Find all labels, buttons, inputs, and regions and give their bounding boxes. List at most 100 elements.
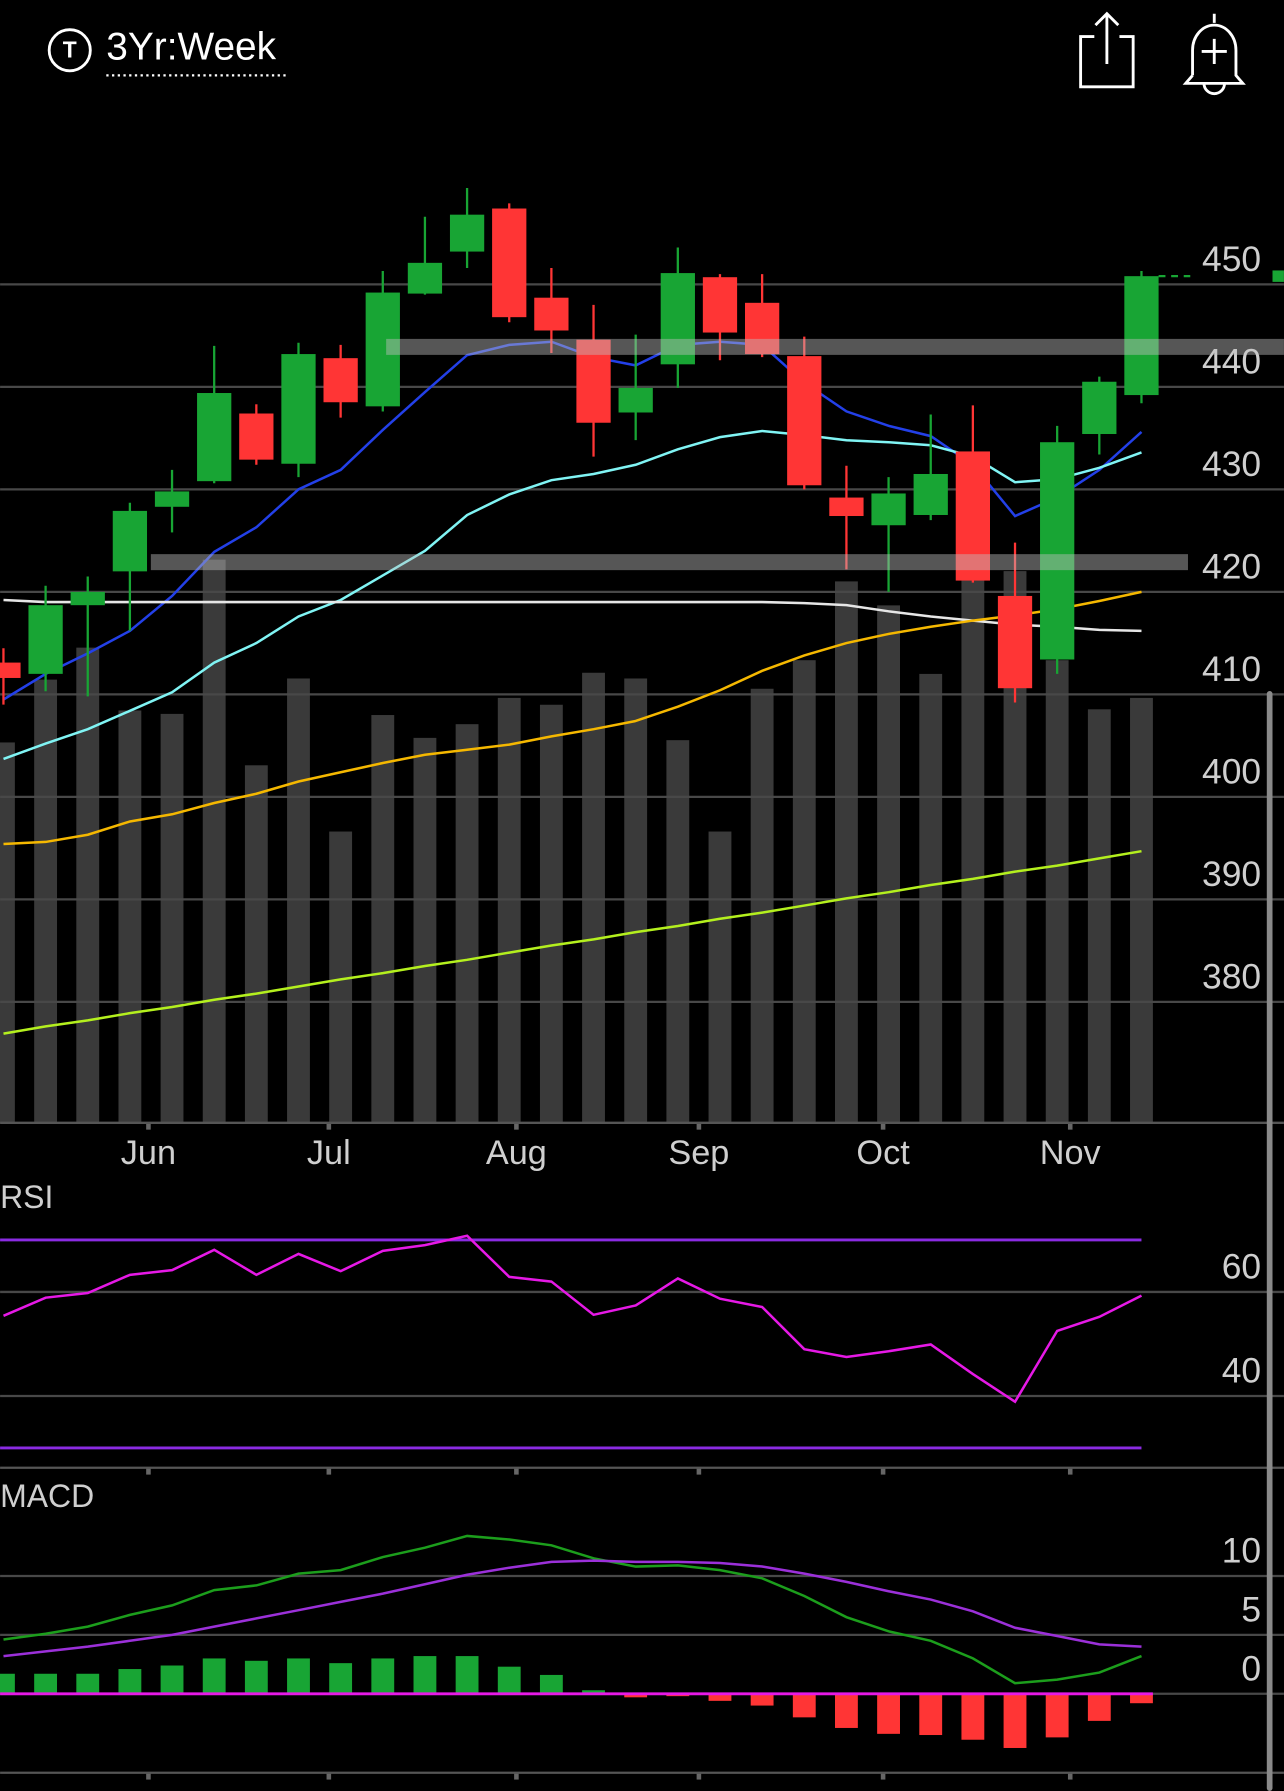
level-zone: [386, 338, 1284, 355]
candle-body: [829, 497, 864, 517]
histogram-bar: [118, 1669, 142, 1694]
candle-body: [534, 297, 569, 331]
histogram-bar: [877, 1693, 900, 1734]
candle-body: [913, 473, 948, 515]
volume-bar: [118, 710, 142, 1123]
moving-average: [3, 590, 1142, 846]
x-tick-label: Nov: [1040, 1134, 1102, 1172]
y-tick-label: 410: [1202, 649, 1261, 689]
histogram-bar: [329, 1663, 353, 1694]
indicator-line: [3, 1534, 1142, 1685]
volume-bar: [497, 697, 521, 1123]
moving-average: [3, 598, 1142, 633]
histogram-bar: [34, 1673, 58, 1694]
histogram-bar: [1003, 1693, 1027, 1748]
histogram-bar: [244, 1660, 268, 1694]
range-selector[interactable]: 3Yr:Week: [106, 25, 276, 68]
histogram-bar: [455, 1656, 479, 1694]
candle-body: [28, 605, 63, 674]
volume-bar: [877, 605, 900, 1123]
candle-body: [1040, 442, 1075, 660]
moving-average: [3, 429, 1142, 761]
candle-body: [1124, 276, 1159, 396]
candle-body: [702, 277, 738, 333]
volume-bar: [624, 678, 648, 1123]
candle-body: [112, 510, 148, 572]
volume-bar: [708, 831, 732, 1123]
histogram-bar: [1045, 1693, 1069, 1738]
candle-body: [660, 273, 695, 365]
candle-body: [449, 214, 485, 252]
volume-bar: [455, 724, 479, 1123]
y-tick-label: 5: [1241, 1589, 1261, 1629]
header: T 3Yr:Week: [47, 11, 1246, 96]
candle-body: [281, 354, 316, 464]
histogram-bar: [624, 1693, 648, 1698]
histogram-bar: [582, 1690, 605, 1694]
volume-bar: [76, 647, 100, 1123]
histogram-bar: [834, 1693, 858, 1728]
candle-body: [365, 292, 400, 407]
last-price-marker: [1272, 270, 1284, 282]
volume-bar: [961, 576, 985, 1123]
scrollbar: [1266, 691, 1273, 1791]
volume-bar: [582, 672, 605, 1123]
y-tick-label: 440: [1202, 341, 1261, 381]
level-zone: [150, 554, 1188, 571]
candle-body: [1082, 381, 1117, 435]
candle-body: [997, 595, 1033, 689]
y-tick-label: 40: [1222, 1350, 1261, 1390]
bell-clapper: [1202, 83, 1226, 96]
histogram-bar: [750, 1693, 774, 1706]
indicator-line: [3, 1234, 1143, 1404]
x-tick-label: Jul: [307, 1134, 351, 1172]
bell-plus: [1201, 38, 1227, 64]
share-button[interactable]: [1079, 11, 1135, 89]
candle-body: [744, 302, 780, 355]
volume-bar: [0, 742, 15, 1123]
share-box: [1079, 35, 1135, 89]
volume-bar: [750, 688, 774, 1123]
volume-bar: [1130, 697, 1153, 1123]
alert-button[interactable]: [1182, 13, 1246, 96]
volume-bar: [202, 559, 226, 1123]
share-arrow: [1094, 11, 1120, 64]
volume-bar: [34, 679, 58, 1123]
histogram-bar: [497, 1666, 521, 1694]
indicator-line: [3, 1559, 1142, 1658]
y-tick-label: 60: [1222, 1246, 1261, 1286]
x-tick-label: Oct: [856, 1134, 910, 1172]
y-tick-label: 380: [1202, 956, 1261, 996]
y-tick-label: 10: [1222, 1530, 1261, 1570]
volume-bar: [1087, 709, 1111, 1123]
volume-bar: [413, 737, 437, 1123]
bell: [1182, 13, 1246, 85]
candle-body: [70, 591, 105, 606]
badge: T: [63, 36, 77, 62]
y-tick-label: 400: [1202, 751, 1261, 791]
y-tick-label: 390: [1202, 854, 1261, 894]
histogram-bar: [160, 1665, 184, 1694]
volume-bar: [1003, 571, 1027, 1123]
histogram-bar: [287, 1658, 310, 1694]
x-tick-label: Sep: [668, 1134, 729, 1172]
histogram-bar: [413, 1656, 437, 1694]
candle-body: [618, 387, 653, 413]
histogram-bar: [0, 1673, 15, 1694]
volume-bar: [244, 765, 268, 1123]
candle-body: [239, 413, 274, 460]
panel-title: RSI: [0, 1179, 53, 1215]
histogram-bar: [539, 1674, 563, 1694]
volume-bar: [287, 678, 310, 1123]
candle-body: [787, 356, 822, 486]
badge-circle: [47, 28, 92, 73]
volume-bar: [329, 831, 353, 1123]
y-tick-label: 420: [1202, 546, 1261, 586]
y-tick-label: 450: [1202, 239, 1261, 279]
volume-bar: [666, 740, 690, 1123]
histogram-bar: [76, 1673, 100, 1694]
y-tick-label: 430: [1202, 444, 1261, 484]
histogram-bar: [1087, 1693, 1111, 1721]
candle-body: [955, 451, 991, 581]
candle-body: [154, 491, 190, 507]
